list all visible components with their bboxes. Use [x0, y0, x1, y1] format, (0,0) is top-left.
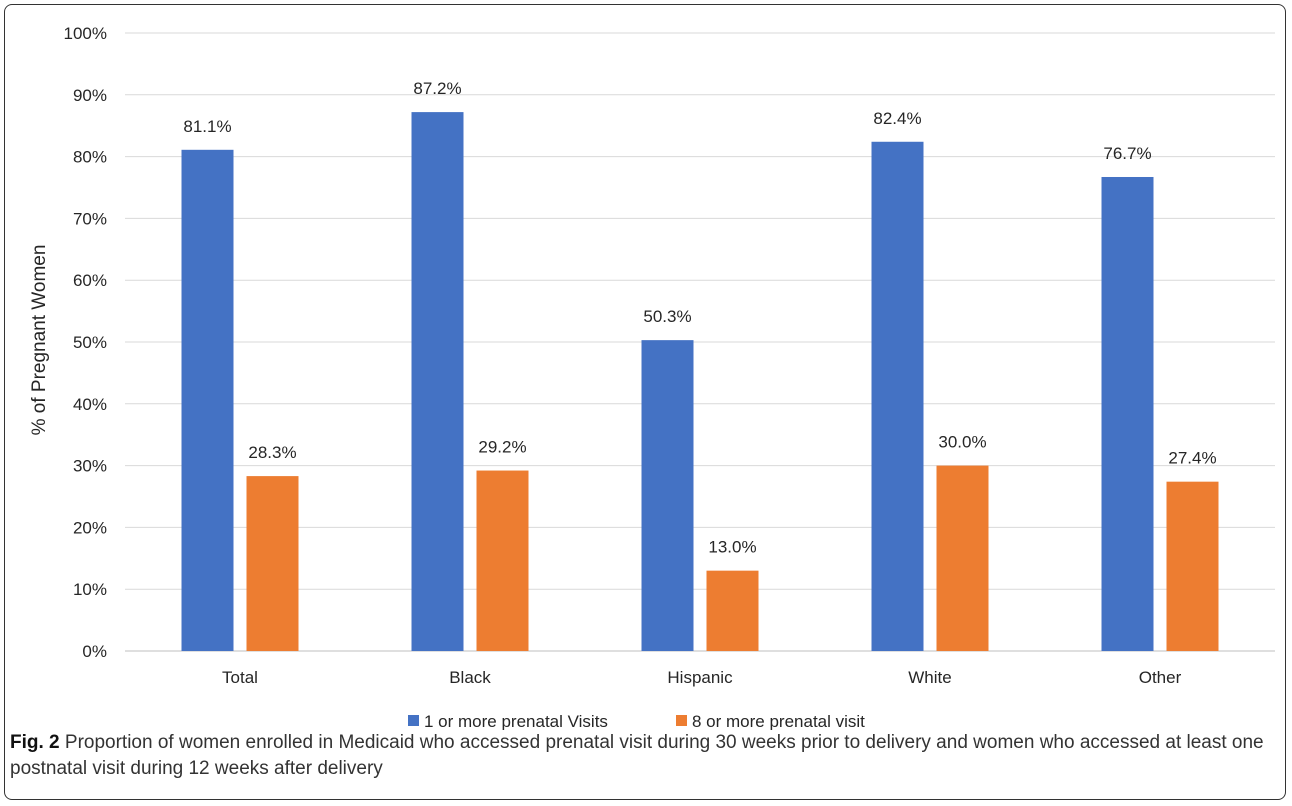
y-axis-ticks: 0% 10% 20% 30% 40% 50% 60% 70% 80% 90% 100% [64, 24, 107, 661]
bar-chart: 0% 10% 20% 30% 40% 50% 60% 70% 80% 90% 100% 81.1% 2… [29, 24, 1275, 730]
y-tick-label: 30% [73, 457, 107, 476]
y-tick-label: 80% [73, 148, 107, 167]
y-tick-label: 50% [73, 333, 107, 352]
data-label: 82.4% [873, 109, 921, 128]
x-tick-label: Total [222, 668, 258, 687]
y-axis-title: % of Pregnant Women [29, 245, 50, 436]
y-tick-label: 70% [73, 209, 107, 228]
legend-swatch [408, 715, 419, 726]
caption-text: Proportion of women enrolled in Medicaid… [10, 732, 1264, 779]
caption-label: Fig. 2 [10, 732, 60, 753]
bar [706, 570, 759, 651]
data-label: 28.3% [248, 443, 296, 462]
bar [411, 112, 464, 651]
bar [871, 141, 924, 651]
bar [181, 149, 234, 651]
data-label: 76.7% [1103, 144, 1151, 163]
x-axis-ticks: Total Black Hispanic White Other [222, 668, 1182, 687]
y-tick-label: 20% [73, 518, 107, 537]
legend-swatch [676, 715, 687, 726]
legend-label: 1 or more prenatal Visits [424, 712, 608, 730]
legend: 1 or more prenatal Visits 8 or more prena… [408, 712, 865, 730]
y-tick-label: 0% [82, 642, 107, 661]
x-tick-label: Black [449, 668, 491, 687]
data-label: 81.1% [183, 117, 231, 136]
y-tick-label: 100% [64, 24, 107, 43]
bar [1166, 481, 1219, 651]
bar [246, 476, 299, 651]
y-tick-label: 10% [73, 580, 107, 599]
x-tick-label: White [908, 668, 951, 687]
y-tick-label: 90% [73, 86, 107, 105]
data-label: 50.3% [643, 307, 691, 326]
figure-frame [4, 4, 1286, 800]
data-labels: 81.1% 28.3% 87.2% 29.2% 50.3% 13.0% 82.4% 30.0%… [183, 79, 1216, 557]
data-label: 27.4% [1168, 449, 1216, 468]
y-tick-label: 60% [73, 271, 107, 290]
bar [1101, 176, 1154, 651]
x-tick-label: Hispanic [667, 668, 733, 687]
data-label: 29.2% [478, 438, 526, 457]
bar [476, 470, 529, 651]
y-tick-label: 40% [73, 395, 107, 414]
data-label: 87.2% [413, 79, 461, 98]
bar [936, 465, 989, 651]
gridlines [125, 32, 1275, 652]
data-label: 13.0% [708, 538, 756, 557]
x-tick-label: Other [1139, 668, 1182, 687]
bar [641, 340, 694, 651]
bars [181, 112, 1219, 651]
data-label: 30.0% [938, 433, 986, 452]
legend-label: 8 or more prenatal visit [692, 712, 865, 730]
figure-caption: Fig. 2 Proportion of women enrolled in M… [10, 730, 1272, 782]
